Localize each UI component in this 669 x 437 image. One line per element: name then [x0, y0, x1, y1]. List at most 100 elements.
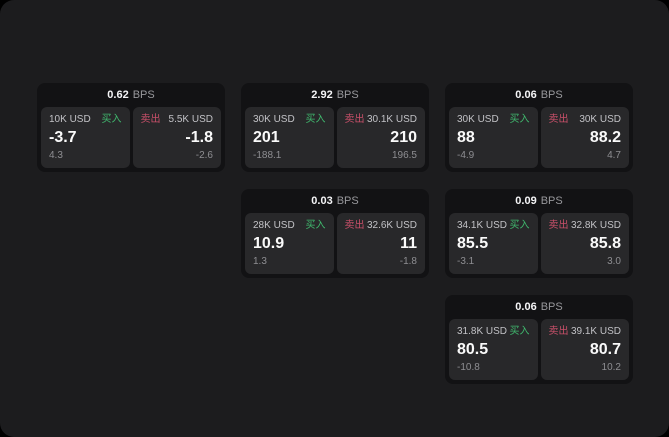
- bps-header: 0.06 BPS: [449, 83, 629, 107]
- sell-change: 4.7: [607, 150, 621, 161]
- sell-price: 85.8: [589, 235, 621, 252]
- sell-price: -1.8: [185, 129, 213, 146]
- bps-value: 0.03: [311, 195, 333, 207]
- buy-change: -4.9: [457, 150, 475, 161]
- buy-price: 80.5: [457, 341, 489, 358]
- sell-panel-top: 卖出 32.6K USD: [345, 220, 418, 232]
- buy-change: 4.3: [49, 150, 63, 161]
- buy-side-label: 买入: [509, 220, 530, 231]
- sell-panel[interactable]: 卖出 30.1K USD 210 196.5: [336, 107, 425, 168]
- sell-price: 210: [390, 129, 417, 146]
- buy-panel[interactable]: 30K USD 买入 201 -188.1: [245, 107, 334, 168]
- sell-panel-top: 卖出 30K USD: [549, 114, 622, 126]
- buy-panel-top: 10K USD 买入: [49, 114, 122, 126]
- buy-panel-top: 34.1K USD 买入: [457, 220, 530, 232]
- sell-side-label: 卖出: [140, 114, 161, 125]
- bps-header: 0.09 BPS: [449, 189, 629, 213]
- sell-side-label: 卖出: [344, 114, 365, 125]
- buy-panel[interactable]: 34.1K USD 买入 85.5 -3.1: [449, 213, 538, 274]
- sell-change: -2.6: [195, 150, 213, 161]
- quote-card: 2.92 BPS 30K USD 买入 201 -188.1 卖出 30.1K …: [241, 83, 429, 172]
- buy-side-label: 买入: [305, 220, 326, 231]
- sell-price: 11: [400, 235, 417, 252]
- sell-panel[interactable]: 卖出 39.1K USD 80.7 10.2: [540, 319, 629, 380]
- buy-change: -10.8: [457, 362, 480, 373]
- bps-unit-label: BPS: [540, 301, 563, 313]
- quote-panels: 10K USD 买入 -3.7 4.3 卖出 5.5K USD -1.8 -2.…: [41, 107, 221, 168]
- buy-price: 201: [253, 129, 280, 146]
- buy-panel-top: 31.8K USD 买入: [457, 326, 530, 338]
- buy-change: -188.1: [253, 150, 282, 161]
- buy-change: 1.3: [253, 256, 267, 267]
- sell-side-label: 卖出: [344, 220, 365, 231]
- buy-amount: 28K USD: [253, 220, 295, 231]
- sell-panel-top: 卖出 32.8K USD: [549, 220, 622, 232]
- sell-price: 80.7: [589, 341, 621, 358]
- buy-panel[interactable]: 31.8K USD 买入 80.5 -10.8: [449, 319, 538, 380]
- sell-amount: 39.1K USD: [570, 326, 621, 337]
- buy-amount: 30K USD: [457, 114, 499, 125]
- sell-amount: 5.5K USD: [168, 114, 213, 125]
- buy-panel-top: 30K USD 买入: [253, 114, 326, 126]
- sell-change: 196.5: [391, 150, 417, 161]
- sell-change: 10.2: [601, 362, 621, 373]
- sell-panel-top: 卖出 5.5K USD: [141, 114, 214, 126]
- sell-panel-top: 卖出 39.1K USD: [549, 326, 622, 338]
- bps-value: 0.09: [515, 195, 537, 207]
- cards-grid: 0.62 BPS 10K USD 买入 -3.7 4.3 卖出 5.5K USD…: [37, 83, 633, 384]
- buy-price: 85.5: [457, 235, 489, 252]
- quote-panels: 28K USD 买入 10.9 1.3 卖出 32.6K USD 11 -1.8: [245, 213, 425, 274]
- sell-amount: 32.6K USD: [366, 220, 417, 231]
- buy-amount: 30K USD: [253, 114, 295, 125]
- bps-header: 2.92 BPS: [245, 83, 425, 107]
- bps-value: 2.92: [311, 89, 333, 101]
- quote-panels: 30K USD 买入 88 -4.9 卖出 30K USD 88.2 4.7: [449, 107, 629, 168]
- quote-panels: 31.8K USD 买入 80.5 -10.8 卖出 39.1K USD 80.…: [449, 319, 629, 380]
- buy-side-label: 买入: [101, 114, 122, 125]
- buy-panel[interactable]: 10K USD 买入 -3.7 4.3: [41, 107, 130, 168]
- sell-side-label: 卖出: [548, 114, 569, 125]
- bps-header: 0.06 BPS: [449, 295, 629, 319]
- buy-panel[interactable]: 30K USD 买入 88 -4.9: [449, 107, 538, 168]
- sell-side-label: 卖出: [548, 220, 569, 231]
- bps-value: 0.06: [515, 89, 537, 101]
- buy-panel-top: 28K USD 买入: [253, 220, 326, 232]
- bps-value: 0.06: [515, 301, 537, 313]
- quote-card: 0.06 BPS 31.8K USD 买入 80.5 -10.8 卖出 39.1…: [445, 295, 633, 384]
- buy-price: 88: [457, 129, 475, 146]
- quote-panels: 30K USD 买入 201 -188.1 卖出 30.1K USD 210 1…: [245, 107, 425, 168]
- sell-side-label: 卖出: [548, 326, 569, 337]
- sell-amount: 30.1K USD: [366, 114, 417, 125]
- buy-panel-top: 30K USD 买入: [457, 114, 530, 126]
- bps-unit-label: BPS: [132, 89, 155, 101]
- buy-side-label: 买入: [509, 326, 530, 337]
- buy-price: -3.7: [49, 129, 77, 146]
- bps-header: 0.62 BPS: [41, 83, 221, 107]
- quote-card: 0.03 BPS 28K USD 买入 10.9 1.3 卖出 32.6K US…: [241, 189, 429, 278]
- bps-value: 0.62: [107, 89, 129, 101]
- sell-change: 3.0: [607, 256, 621, 267]
- buy-side-label: 买入: [305, 114, 326, 125]
- bps-header: 0.03 BPS: [245, 189, 425, 213]
- sell-panel[interactable]: 卖出 5.5K USD -1.8 -2.6: [132, 107, 221, 168]
- buy-amount: 34.1K USD: [457, 220, 508, 231]
- sell-panel[interactable]: 卖出 32.8K USD 85.8 3.0: [540, 213, 629, 274]
- sell-panel-top: 卖出 30.1K USD: [345, 114, 418, 126]
- quote-card: 0.62 BPS 10K USD 买入 -3.7 4.3 卖出 5.5K USD…: [37, 83, 225, 172]
- bps-unit-label: BPS: [540, 89, 563, 101]
- sell-change: -1.8: [399, 256, 417, 267]
- quote-card: 0.06 BPS 30K USD 买入 88 -4.9 卖出 30K USD 8…: [445, 83, 633, 172]
- sell-amount: 32.8K USD: [570, 220, 621, 231]
- quote-panels: 34.1K USD 买入 85.5 -3.1 卖出 32.8K USD 85.8…: [449, 213, 629, 274]
- sell-panel[interactable]: 卖出 30K USD 88.2 4.7: [540, 107, 629, 168]
- sell-price: 88.2: [589, 129, 621, 146]
- buy-panel[interactable]: 28K USD 买入 10.9 1.3: [245, 213, 334, 274]
- bps-unit-label: BPS: [540, 195, 563, 207]
- bps-unit-label: BPS: [336, 195, 359, 207]
- buy-price: 10.9: [253, 235, 285, 252]
- sell-amount: 30K USD: [579, 114, 621, 125]
- buy-amount: 31.8K USD: [457, 326, 508, 337]
- bps-unit-label: BPS: [336, 89, 359, 101]
- sell-panel[interactable]: 卖出 32.6K USD 11 -1.8: [336, 213, 425, 274]
